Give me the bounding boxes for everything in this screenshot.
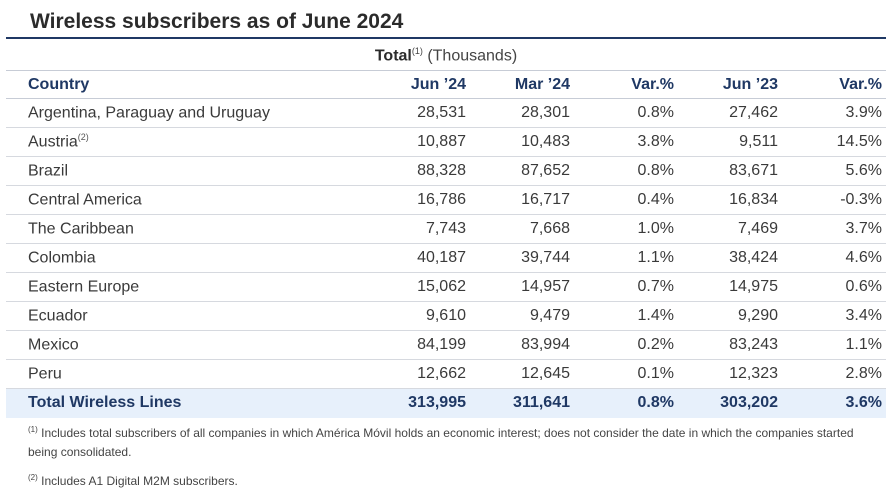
footnote-1-text: Includes total subscribers of all compan… [28,426,854,459]
footnotes: (1) Includes total subscribers of all co… [28,420,868,491]
table-row: Mexico 84,199 83,994 0.2% 83,243 1.1% [6,330,886,360]
country-cell: Central America [6,185,346,215]
footnote-marker: (2) [77,132,89,143]
table-subtitle: Total(1) (Thousands) [6,46,886,65]
total-mar24: 311,641 [470,388,574,418]
table-row: Austria(2) 10,887 10,483 3.8% 9,511 14.5… [6,127,886,157]
jun23-cell: 38,424 [678,243,782,273]
title-divider [6,37,886,39]
mar24-cell: 14,957 [470,272,574,302]
country-cell: The Caribbean [6,214,346,244]
total-var-quarter: 0.8% [574,388,678,418]
jun24-cell: 15,062 [346,272,470,302]
country-cell: Peru [6,359,346,389]
var-quarter-cell: 0.4% [574,185,678,215]
mar24-cell: 28,301 [470,98,574,128]
var-quarter-cell: 1.1% [574,243,678,273]
total-row: Total Wireless Lines 313,995 311,641 0.8… [6,388,886,418]
table-row: Ecuador 9,610 9,479 1.4% 9,290 3.4% [6,301,886,331]
total-label: Total Wireless Lines [6,388,346,418]
mar24-cell: 16,717 [470,185,574,215]
header-var-year: Var.% [782,70,886,99]
table-row: The Caribbean 7,743 7,668 1.0% 7,469 3.7… [6,214,886,244]
mar24-cell: 10,483 [470,127,574,157]
footnote-1: (1) Includes total subscribers of all co… [28,420,868,462]
var-quarter-cell: 0.8% [574,156,678,186]
var-year-cell: 2.8% [782,359,886,389]
var-year-cell: 3.4% [782,301,886,331]
var-year-cell: 14.5% [782,127,886,157]
var-quarter-cell: 3.8% [574,127,678,157]
table-row: Argentina, Paraguay and Uruguay 28,531 2… [6,98,886,128]
jun23-cell: 9,511 [678,127,782,157]
jun24-cell: 9,610 [346,301,470,331]
var-quarter-cell: 0.8% [574,98,678,128]
subtitle-footnote-marker: (1) [411,46,423,56]
jun24-cell: 16,786 [346,185,470,215]
total-var-year: 3.6% [782,388,886,418]
table-row: Peru 12,662 12,645 0.1% 12,323 2.8% [6,359,886,389]
table-row: Brazil 88,328 87,652 0.8% 83,671 5.6% [6,156,886,186]
jun23-cell: 14,975 [678,272,782,302]
footnote-2-marker: (2) [28,473,38,482]
jun24-cell: 10,887 [346,127,470,157]
subtitle-bold: Total [374,47,412,65]
mar24-cell: 12,645 [470,359,574,389]
country-cell: Argentina, Paraguay and Uruguay [6,98,346,128]
jun23-cell: 27,462 [678,98,782,128]
var-year-cell: 0.6% [782,272,886,302]
var-quarter-cell: 1.4% [574,301,678,331]
header-jun24: Jun ’24 [346,70,470,99]
jun24-cell: 28,531 [346,98,470,128]
country-cell: Eastern Europe [6,272,346,302]
country-cell: Colombia [6,243,346,273]
table-row: Colombia 40,187 39,744 1.1% 38,424 4.6% [6,243,886,273]
jun23-cell: 12,323 [678,359,782,389]
subscribers-table: Country Jun ’24 Mar ’24 Var.% Jun ’23 Va… [6,70,886,418]
jun23-cell: 16,834 [678,185,782,215]
var-year-cell: -0.3% [782,185,886,215]
mar24-cell: 39,744 [470,243,574,273]
country-cell: Mexico [6,330,346,360]
footnote-1-marker: (1) [28,425,38,434]
var-quarter-cell: 0.7% [574,272,678,302]
subtitle-units: (Thousands) [422,47,518,65]
jun24-cell: 40,187 [346,243,470,273]
jun23-cell: 7,469 [678,214,782,244]
footnote-2-text: Includes A1 Digital M2M subscribers. [37,474,238,488]
mar24-cell: 83,994 [470,330,574,360]
total-jun23: 303,202 [678,388,782,418]
jun23-cell: 83,243 [678,330,782,360]
jun23-cell: 83,671 [678,156,782,186]
jun24-cell: 12,662 [346,359,470,389]
total-jun24: 313,995 [346,388,470,418]
table-header-row: Country Jun ’24 Mar ’24 Var.% Jun ’23 Va… [6,70,886,99]
country-cell: Ecuador [6,301,346,331]
table-row: Eastern Europe 15,062 14,957 0.7% 14,975… [6,272,886,302]
header-mar24: Mar ’24 [470,70,574,99]
jun24-cell: 7,743 [346,214,470,244]
var-year-cell: 1.1% [782,330,886,360]
jun23-cell: 9,290 [678,301,782,331]
var-year-cell: 3.7% [782,214,886,244]
footnote-2: (2) Includes A1 Digital M2M subscribers. [28,468,868,491]
mar24-cell: 87,652 [470,156,574,186]
jun24-cell: 88,328 [346,156,470,186]
table-row: Central America 16,786 16,717 0.4% 16,83… [6,185,886,215]
header-var-quarter: Var.% [574,70,678,99]
header-jun23: Jun ’23 [678,70,782,99]
mar24-cell: 9,479 [470,301,574,331]
var-quarter-cell: 0.1% [574,359,678,389]
header-country: Country [6,70,346,99]
var-quarter-cell: 1.0% [574,214,678,244]
country-cell: Austria(2) [6,127,346,157]
var-year-cell: 4.6% [782,243,886,273]
mar24-cell: 7,668 [470,214,574,244]
var-year-cell: 5.6% [782,156,886,186]
jun24-cell: 84,199 [346,330,470,360]
country-cell: Brazil [6,156,346,186]
var-year-cell: 3.9% [782,98,886,128]
page-title: Wireless subscribers as of June 2024 [30,10,404,33]
var-quarter-cell: 0.2% [574,330,678,360]
